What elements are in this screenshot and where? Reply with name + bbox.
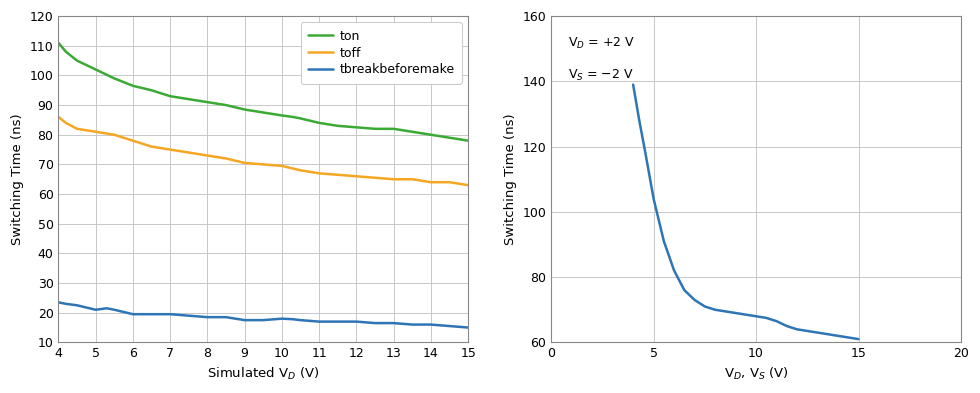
ton <box>388 127 400 131</box>
ton <box>202 100 214 105</box>
ton <box>165 94 176 99</box>
tbreakbeforemake <box>407 322 418 327</box>
Line: ton: ton <box>59 43 468 141</box>
tbreakbeforemake <box>220 315 232 320</box>
toff <box>165 147 176 152</box>
toff <box>463 183 474 187</box>
ton <box>239 107 251 112</box>
ton <box>53 40 65 45</box>
ton <box>109 76 121 81</box>
tbreakbeforemake <box>351 319 363 324</box>
ton <box>60 50 72 54</box>
tbreakbeforemake <box>146 312 158 316</box>
ton <box>369 127 381 131</box>
Line: toff: toff <box>59 117 468 185</box>
ton <box>287 115 299 119</box>
tbreakbeforemake <box>165 312 176 316</box>
Legend: ton, toff, tbreakbeforemake: ton, toff, tbreakbeforemake <box>301 22 462 84</box>
Text: V$_D$ = +2 V: V$_D$ = +2 V <box>567 36 635 51</box>
ton <box>146 88 158 93</box>
toff <box>239 161 251 165</box>
tbreakbeforemake <box>109 307 121 312</box>
ton <box>314 121 325 125</box>
tbreakbeforemake <box>287 317 299 321</box>
tbreakbeforemake <box>53 300 65 305</box>
toff <box>295 168 307 173</box>
tbreakbeforemake <box>276 316 288 321</box>
Y-axis label: Switching Time (ns): Switching Time (ns) <box>504 114 516 245</box>
ton <box>351 125 363 130</box>
ton <box>444 135 456 140</box>
toff <box>127 138 139 143</box>
toff <box>183 150 195 155</box>
tbreakbeforemake <box>239 318 251 323</box>
toff <box>53 115 65 119</box>
toff <box>202 153 214 158</box>
tbreakbeforemake <box>60 301 72 306</box>
tbreakbeforemake <box>90 307 102 312</box>
ton <box>183 97 195 101</box>
toff <box>109 132 121 137</box>
toff <box>220 156 232 161</box>
toff <box>351 174 363 179</box>
tbreakbeforemake <box>388 321 400 325</box>
toff <box>407 177 418 182</box>
toff <box>314 171 325 176</box>
ton <box>90 67 102 72</box>
toff <box>60 121 72 125</box>
Line: tbreakbeforemake: tbreakbeforemake <box>59 302 468 327</box>
tbreakbeforemake <box>183 313 195 318</box>
tbreakbeforemake <box>101 306 113 310</box>
tbreakbeforemake <box>444 324 456 329</box>
toff <box>332 173 344 177</box>
toff <box>146 144 158 149</box>
tbreakbeforemake <box>332 319 344 324</box>
toff <box>444 180 456 185</box>
toff <box>72 127 83 131</box>
toff <box>276 163 288 168</box>
X-axis label: V$_D$, V$_S$ (V): V$_D$, V$_S$ (V) <box>723 366 789 382</box>
X-axis label: Simulated V$_D$ (V): Simulated V$_D$ (V) <box>207 366 319 382</box>
Text: V$_S$ = −2 V: V$_S$ = −2 V <box>567 68 633 83</box>
ton <box>332 123 344 128</box>
tbreakbeforemake <box>202 315 214 320</box>
ton <box>258 110 270 115</box>
ton <box>220 103 232 107</box>
tbreakbeforemake <box>258 318 270 323</box>
ton <box>72 58 83 63</box>
tbreakbeforemake <box>369 321 381 325</box>
ton <box>425 132 437 137</box>
ton <box>463 138 474 143</box>
ton <box>295 116 307 121</box>
tbreakbeforemake <box>72 303 83 308</box>
tbreakbeforemake <box>425 322 437 327</box>
Y-axis label: Switching Time (ns): Switching Time (ns) <box>11 114 24 245</box>
toff <box>258 162 270 167</box>
ton <box>276 113 288 118</box>
tbreakbeforemake <box>127 312 139 316</box>
tbreakbeforemake <box>295 318 307 323</box>
toff <box>90 129 102 134</box>
toff <box>425 180 437 185</box>
tbreakbeforemake <box>463 325 474 330</box>
tbreakbeforemake <box>314 319 325 324</box>
ton <box>407 129 418 134</box>
ton <box>127 83 139 88</box>
toff <box>388 177 400 182</box>
toff <box>369 175 381 180</box>
